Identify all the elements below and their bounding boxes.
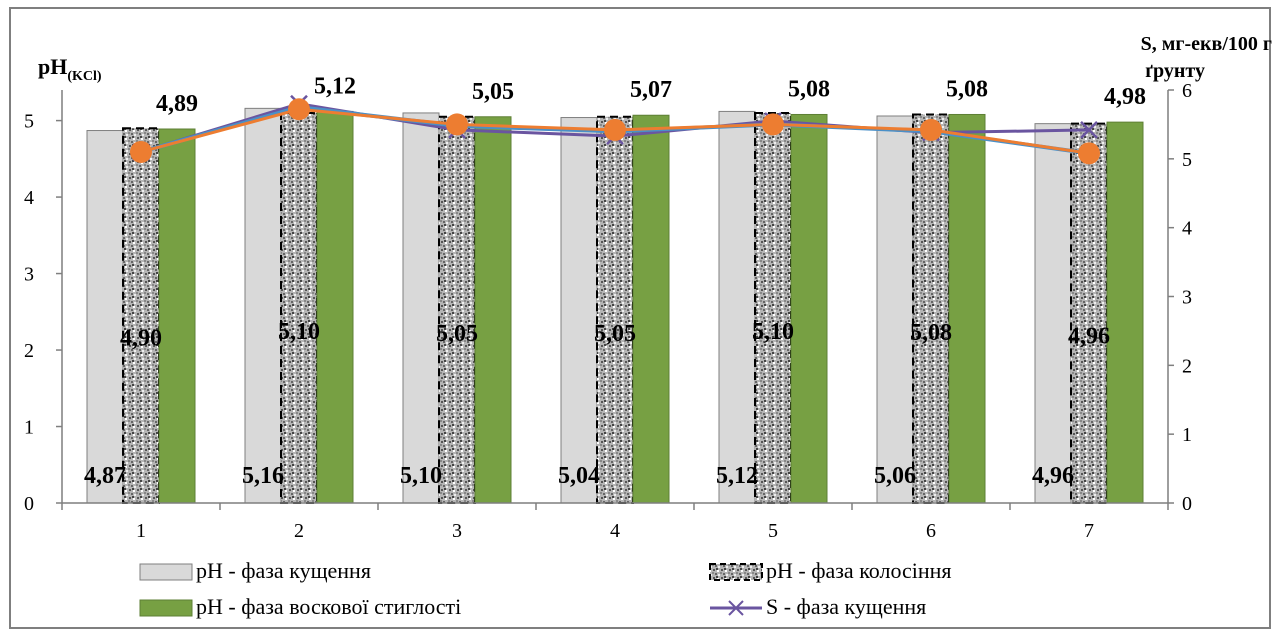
x-tick-label-5: 5 xyxy=(768,520,778,542)
right-axis-title-line1: S, мг-екв/100 г xyxy=(1141,33,1272,55)
data-label-s2-7: 4,96 xyxy=(1068,324,1110,350)
left-axis-title-main: pH xyxy=(38,54,67,79)
right-tick-label-4: 4 xyxy=(1182,218,1192,240)
bar-s3-2 xyxy=(316,110,354,504)
data-label-s1-5: 5,12 xyxy=(716,463,758,489)
bar-s1-7 xyxy=(1034,123,1072,504)
data-label-s3-5: 5,08 xyxy=(788,76,830,102)
bar-s1-2 xyxy=(244,107,282,504)
bar-s3-7 xyxy=(1106,121,1144,504)
right-axis-title-line2: ґрунту xyxy=(1145,60,1205,82)
line3-marker-6 xyxy=(920,118,942,141)
data-label-s3-1: 4,89 xyxy=(156,91,198,117)
legend-marker-4 xyxy=(728,600,744,616)
bar-s2-4 xyxy=(596,115,634,504)
data-label-s3-3: 5,05 xyxy=(472,79,514,105)
data-label-s3-4: 5,07 xyxy=(630,77,672,103)
x-tick-labels: 1 2 3 4 5 6 7 xyxy=(61,503,1169,542)
line3-marker-1 xyxy=(130,140,152,163)
legend-label-2: pH - фаза колосіння xyxy=(766,558,952,583)
data-label-s1-1: 4,87 xyxy=(84,463,126,489)
left-tick-label-5: 5 xyxy=(24,111,34,133)
bar-s1-6 xyxy=(876,115,914,504)
data-label-s2-5: 5,10 xyxy=(752,319,794,345)
legend-label-1: pH - фаза кущення xyxy=(196,558,371,583)
data-label-layer: 4,87 5,16 5,10 5,04 5,12 5,06 4,96 4,90 5,10 5,05… xyxy=(84,73,1146,489)
bar-s2-5 xyxy=(754,111,792,504)
right-tick-label-2: 2 xyxy=(1182,355,1192,377)
left-tick-label-1: 1 xyxy=(24,417,34,439)
line-layer xyxy=(130,94,1100,165)
right-tick-label-1: 1 xyxy=(1182,424,1192,446)
legend: pH - фаза кущення pH - фаза колосіння pH -… xyxy=(139,558,952,619)
data-label-s3-7: 4,98 xyxy=(1104,84,1146,110)
data-label-s2-6: 5,08 xyxy=(910,320,952,346)
data-label-s3-6: 5,08 xyxy=(946,76,988,102)
line3-marker-2 xyxy=(288,98,310,121)
left-tick-label-3: 3 xyxy=(24,264,34,286)
bar-s1-1 xyxy=(86,130,124,504)
data-label-s1-7: 4,96 xyxy=(1032,463,1074,489)
data-label-s2-4: 5,05 xyxy=(594,321,636,347)
data-label-s1-4: 5,04 xyxy=(558,463,600,489)
line3-marker-7 xyxy=(1078,142,1100,165)
x-tick-label-4: 4 xyxy=(610,520,620,542)
data-label-s1-6: 5,06 xyxy=(874,463,916,489)
x-tick-label-1: 1 xyxy=(136,520,146,542)
right-tick-label-5: 5 xyxy=(1182,149,1192,171)
left-tick-label-2: 2 xyxy=(24,340,34,362)
bar-s2-3 xyxy=(438,115,476,504)
line3-marker-3 xyxy=(446,113,468,136)
right-tick-label-3: 3 xyxy=(1182,287,1192,309)
right-tick-label-6: 6 xyxy=(1182,80,1192,102)
data-label-s2-1: 4,90 xyxy=(120,326,162,352)
bar-s2-2 xyxy=(280,111,318,504)
data-label-s2-2: 5,10 xyxy=(278,319,320,345)
bar-s1-4 xyxy=(560,117,598,504)
left-axis-title: pH(KCl) xyxy=(38,54,102,84)
line3-marker-4 xyxy=(604,118,626,141)
legend-label-4: S - фаза кущення xyxy=(766,594,926,619)
bar-s3-4 xyxy=(632,114,670,504)
data-label-s1-3: 5,10 xyxy=(400,463,442,489)
legend-swatch-2 xyxy=(709,563,763,581)
bar-s3-3 xyxy=(474,116,512,504)
left-tick-label-0: 0 xyxy=(24,493,34,515)
bar-layer xyxy=(86,107,1144,505)
data-label-s2-3: 5,05 xyxy=(436,321,478,347)
bar-s1-3 xyxy=(402,112,440,504)
legend-swatch-3 xyxy=(139,599,193,617)
bar-s3-1 xyxy=(158,128,196,504)
data-label-s3-2: 5,12 xyxy=(314,73,356,99)
x-tick-label-7: 7 xyxy=(1084,520,1094,542)
right-tick-labels: 0 1 2 3 4 5 6 xyxy=(1168,80,1192,515)
x-tick-label-2: 2 xyxy=(294,520,304,542)
bar-s3-6 xyxy=(948,113,986,504)
bar-s2-7 xyxy=(1070,122,1108,504)
left-tick-labels: 0 1 2 3 4 5 xyxy=(24,111,62,515)
data-label-s1-2: 5,16 xyxy=(242,463,284,489)
left-axis-title-sub: (KCl) xyxy=(67,69,102,84)
legend-label-3: pH - фаза воскової стиглості xyxy=(196,594,461,619)
bar-s2-6 xyxy=(912,113,950,505)
x-tick-label-6: 6 xyxy=(926,520,936,542)
line3-marker-5 xyxy=(762,113,784,136)
line1-marker-7 xyxy=(1080,121,1098,139)
left-tick-label-4: 4 xyxy=(24,187,34,209)
legend-swatch-1 xyxy=(139,563,193,581)
bar-s3-5 xyxy=(790,113,828,504)
x-tick-label-3: 3 xyxy=(452,520,462,542)
bar-s1-5 xyxy=(718,110,756,504)
bar-s2-1 xyxy=(122,127,160,504)
right-tick-label-0: 0 xyxy=(1182,493,1192,515)
